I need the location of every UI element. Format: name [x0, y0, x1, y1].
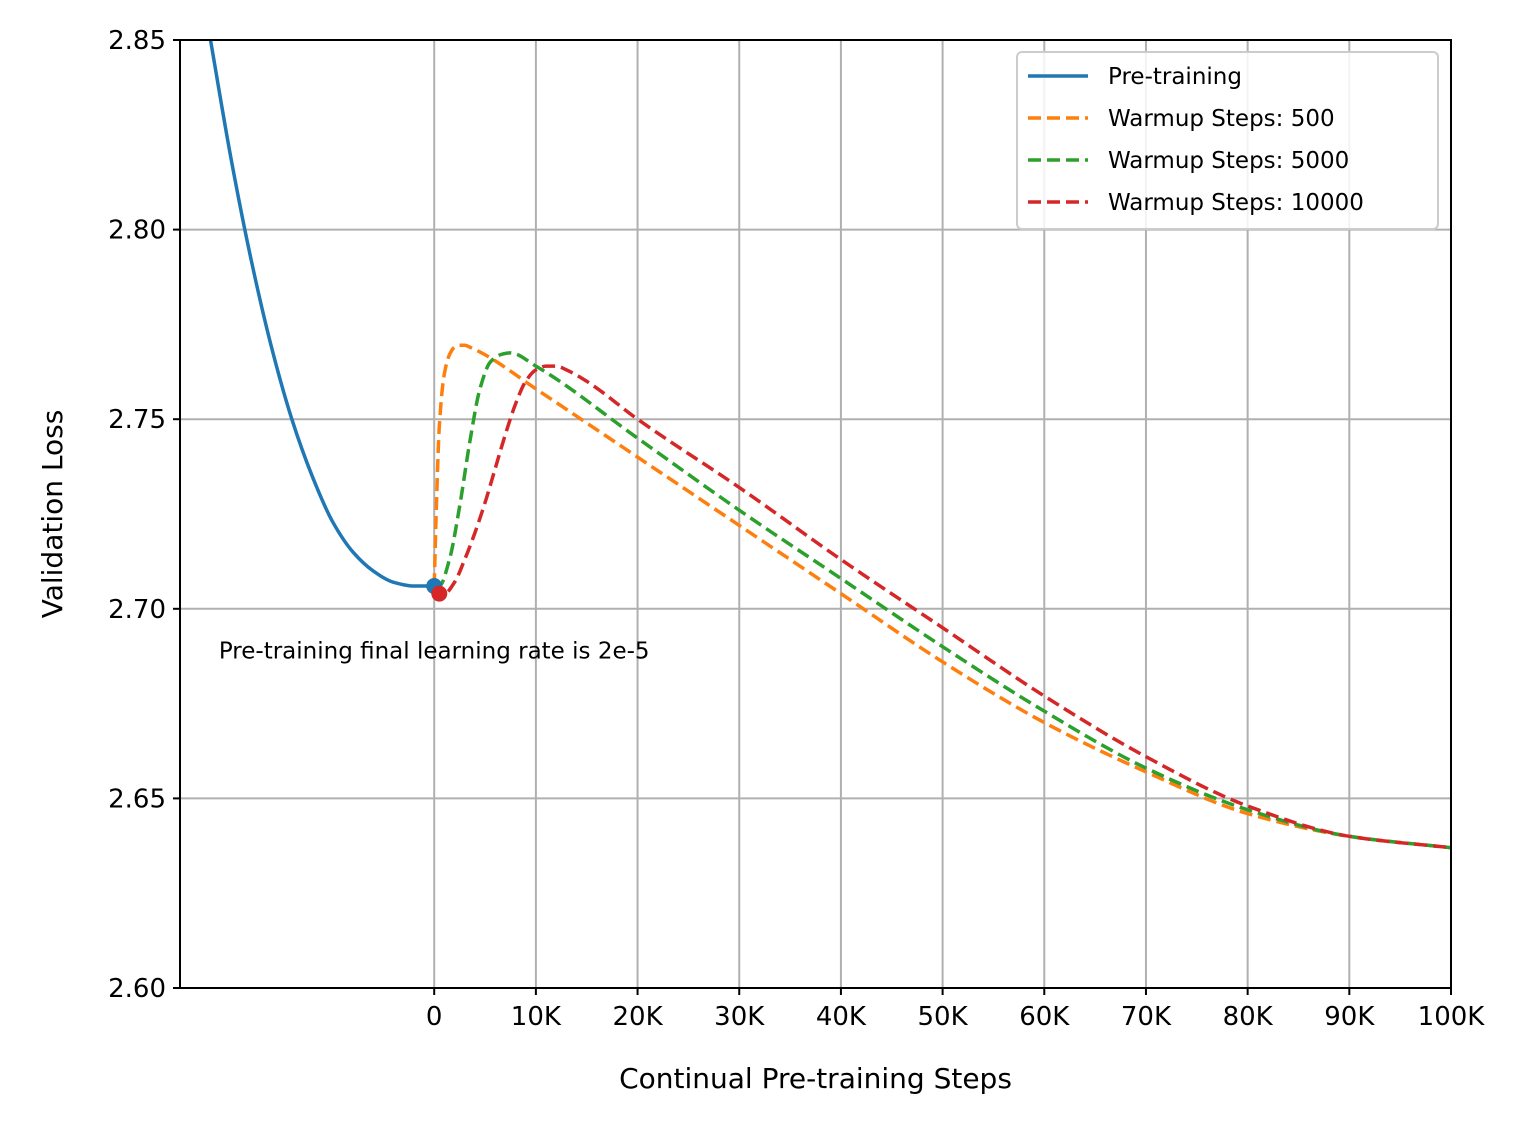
- series-line-warmup-steps-5000: [434, 351, 1451, 850]
- x-tick-label-10k: 10K: [511, 1002, 562, 1032]
- legend-label-warmup-steps-500: Warmup Steps: 500: [1108, 106, 1335, 132]
- x-tick-label-70k: 70K: [1121, 1002, 1172, 1032]
- x-tick-label-90k: 90K: [1324, 1002, 1375, 1032]
- y-tick-label-2-60: 2.60: [108, 974, 166, 1004]
- x-tick-label-80k: 80K: [1223, 1002, 1274, 1032]
- x-tick-label-0: 0: [426, 1002, 443, 1032]
- plot-frame: [179, 39, 1452, 989]
- legend-box: [1016, 51, 1439, 230]
- x-tick-label-100k: 100K: [1418, 1002, 1486, 1032]
- y-tick-label-2-80: 2.80: [108, 216, 166, 246]
- y-tick-label-2-75: 2.75: [108, 405, 166, 435]
- axis-ticks: 0 10K 20K 30K 40K 50K 60K 70K 80K 90K 100K 2.60 2.65…: [108, 26, 1485, 1032]
- series-line-warmup-steps-10000: [432, 364, 1451, 850]
- legend-label-warmup-steps-5000: Warmup Steps: 5000: [1108, 148, 1349, 174]
- legend-label-warmup-steps-10000: Warmup Steps: 10000: [1108, 190, 1364, 216]
- x-tick-label-60k: 60K: [1019, 1002, 1070, 1032]
- y-tick-label-2-70: 2.70: [108, 595, 166, 625]
- x-tick-label-50k: 50K: [918, 1002, 969, 1032]
- x-axis-title: Continual Pre-training Steps: [619, 1062, 1012, 1095]
- y-tick-label-2-85: 2.85: [108, 26, 166, 56]
- y-tick-label-2-65: 2.65: [108, 784, 166, 814]
- x-tick-label-40k: 40K: [816, 1002, 867, 1032]
- marker-group: [426, 578, 448, 602]
- legend-label-pre-training: Pre-training: [1108, 64, 1242, 90]
- series-group: [208, 40, 1451, 850]
- point-marker-warmup-steps-10000: [431, 585, 448, 602]
- x-tick-label-20k: 20K: [612, 1002, 663, 1032]
- series-line-pre-training: [208, 40, 435, 588]
- y-axis-title: Validation Loss: [36, 410, 69, 619]
- annotation-text: Pre-training final learning rate is 2e-5: [219, 639, 650, 665]
- legend: Pre-training Warmup Steps: 500 Warmup Step…: [1016, 51, 1439, 230]
- x-tick-label-30k: 30K: [714, 1002, 765, 1032]
